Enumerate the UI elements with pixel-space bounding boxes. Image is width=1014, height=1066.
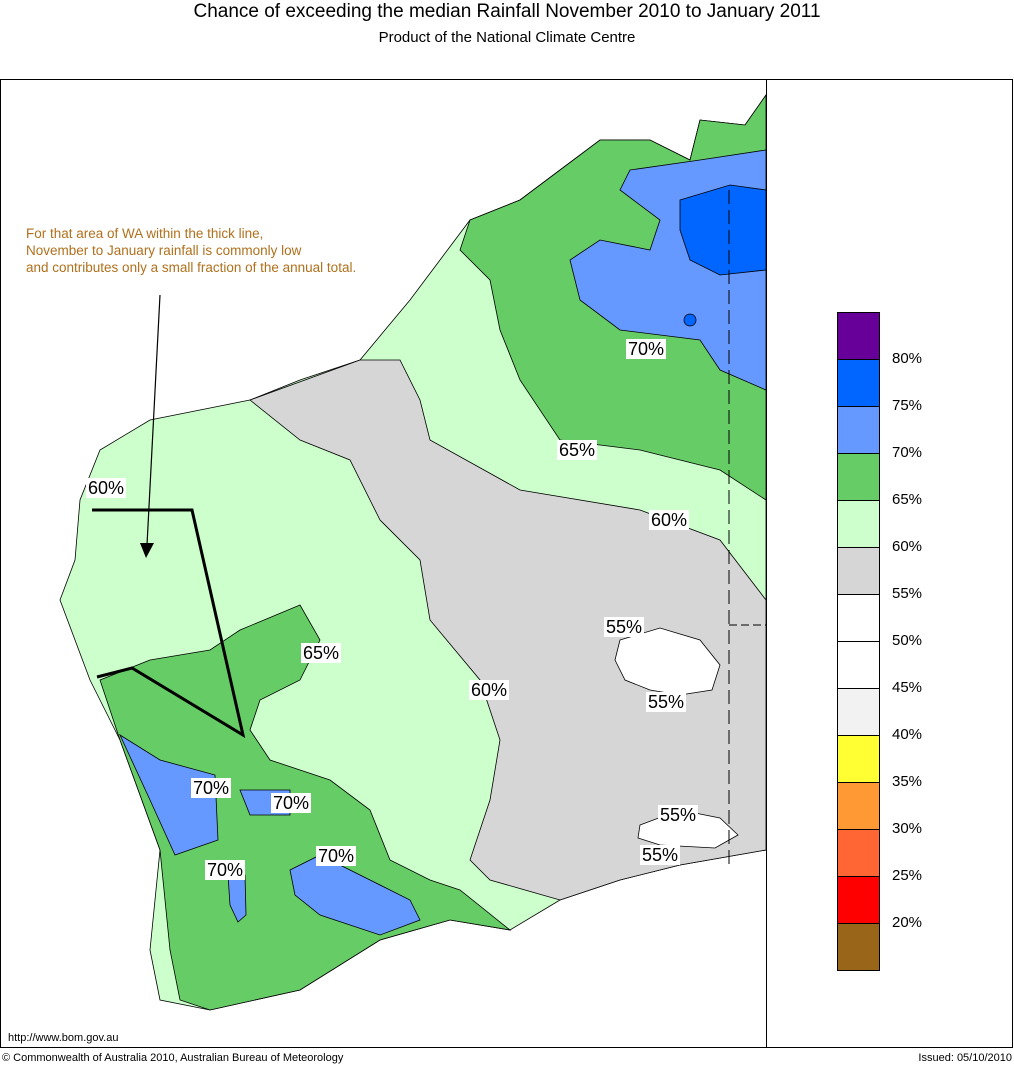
contour-label: 70% — [626, 339, 667, 359]
legend-label: 65% — [892, 491, 923, 508]
legend-label: 80% — [892, 350, 923, 367]
contour-label: 55% — [646, 692, 687, 712]
contour-label: 60% — [649, 510, 690, 530]
legend-label: 30% — [892, 820, 923, 837]
legend-label: 50% — [892, 632, 923, 649]
map-title: Chance of exceeding the median Rainfall … — [193, 1, 821, 22]
legend-label: 40% — [892, 726, 923, 743]
contour-label: 70% — [205, 860, 246, 880]
legend-swatch — [837, 500, 880, 548]
annotation-note: For that area of WA within the thick lin… — [26, 226, 357, 275]
legend-label: 60% — [892, 538, 923, 555]
legend-label: 55% — [892, 585, 923, 602]
zone-75-80-north — [679, 184, 767, 276]
contour-label: 60% — [86, 478, 127, 498]
contour-label: 60% — [469, 680, 510, 700]
legend-swatch — [837, 735, 880, 783]
issued-date: Issued: 05/10/2010 — [918, 1052, 1012, 1064]
legend-label: 20% — [892, 914, 923, 931]
contour-label: 65% — [557, 440, 598, 460]
legend-swatch — [837, 641, 880, 689]
legend-swatch — [837, 453, 880, 501]
zone-50-55-east — [614, 627, 721, 696]
legend-label: 45% — [892, 679, 923, 696]
contour-label: 55% — [640, 845, 681, 865]
contour-label: 70% — [271, 793, 312, 813]
legend-swatch — [837, 312, 880, 360]
legend-swatch — [837, 876, 880, 924]
arrow-head-icon — [140, 543, 154, 558]
zone-70-75-southwest — [119, 733, 219, 856]
map-subtitle: Product of the National Climate Centre — [378, 29, 636, 46]
legend-label: 75% — [892, 397, 923, 414]
legend-swatch — [837, 594, 880, 642]
legend-swatch — [837, 688, 880, 736]
legend-swatch — [837, 923, 880, 971]
copyright-text: © Commonwealth of Australia 2010, Austra… — [2, 1052, 344, 1064]
legend-swatch — [837, 547, 880, 595]
contour-label: 55% — [658, 805, 699, 825]
map-frame — [0, 79, 1013, 1048]
legend-label: 35% — [892, 773, 923, 790]
legend-label: 25% — [892, 867, 923, 884]
arrow-line — [146, 294, 161, 546]
legend-swatch — [837, 782, 880, 830]
contour-label: 70% — [191, 778, 232, 798]
legend-swatch — [837, 406, 880, 454]
zone-55-60 — [249, 359, 767, 901]
url-text: http://www.bom.gov.au — [8, 1032, 119, 1044]
legend-swatch — [837, 359, 880, 407]
contour-label: 70% — [316, 846, 357, 866]
legend-label: 70% — [892, 444, 923, 461]
legend-swatch — [837, 829, 880, 877]
contour-label: 55% — [604, 617, 645, 637]
contour-label: 65% — [301, 643, 342, 663]
thick-line-boundary — [92, 508, 246, 739]
